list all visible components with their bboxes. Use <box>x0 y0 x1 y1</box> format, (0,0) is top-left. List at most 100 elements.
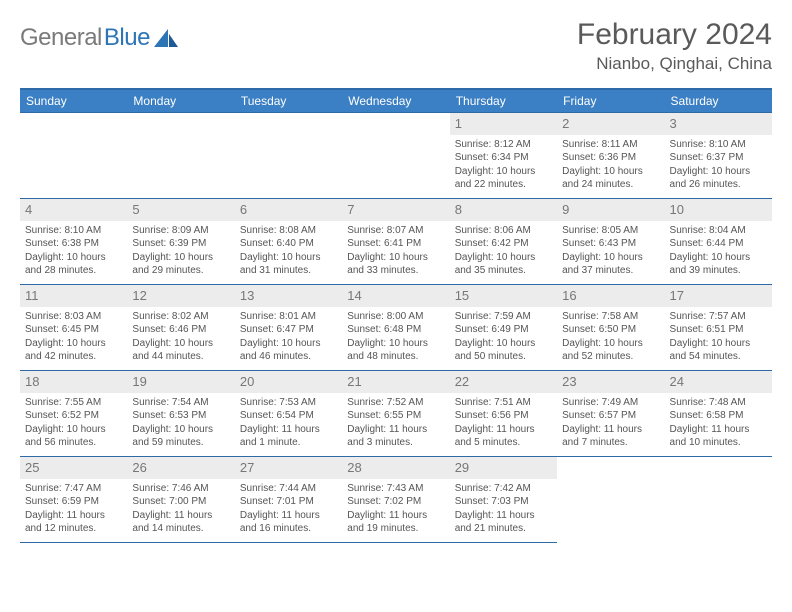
calendar-cell: 24Sunrise: 7:48 AMSunset: 6:58 PMDayligh… <box>665 371 772 457</box>
calendar-cell: 2Sunrise: 8:11 AMSunset: 6:36 PMDaylight… <box>557 113 664 199</box>
day-number: 24 <box>665 371 772 393</box>
calendar-table: SundayMondayTuesdayWednesdayThursdayFrid… <box>20 88 772 543</box>
sunset-line: Sunset: 7:01 PM <box>240 495 337 509</box>
calendar-cell <box>235 113 342 199</box>
calendar-cell: 21Sunrise: 7:52 AMSunset: 6:55 PMDayligh… <box>342 371 449 457</box>
sunset-line: Sunset: 6:46 PM <box>132 323 229 337</box>
calendar-cell: 19Sunrise: 7:54 AMSunset: 6:53 PMDayligh… <box>127 371 234 457</box>
day-number: 3 <box>665 113 772 135</box>
sunrise-line: Sunrise: 7:58 AM <box>562 310 659 324</box>
calendar-cell: 20Sunrise: 7:53 AMSunset: 6:54 PMDayligh… <box>235 371 342 457</box>
calendar-cell: 14Sunrise: 8:00 AMSunset: 6:48 PMDayligh… <box>342 285 449 371</box>
daylight-line: Daylight: 10 hours and 28 minutes. <box>25 251 122 278</box>
sunrise-line: Sunrise: 8:09 AM <box>132 224 229 238</box>
logo: GeneralBlue <box>20 24 178 52</box>
calendar-cell: 5Sunrise: 8:09 AMSunset: 6:39 PMDaylight… <box>127 199 234 285</box>
sunset-line: Sunset: 6:36 PM <box>562 151 659 165</box>
daylight-line: Daylight: 10 hours and 48 minutes. <box>347 337 444 364</box>
calendar-cell: 29Sunrise: 7:42 AMSunset: 7:03 PMDayligh… <box>450 457 557 543</box>
daylight-line: Daylight: 10 hours and 44 minutes. <box>132 337 229 364</box>
daylight-line: Daylight: 10 hours and 54 minutes. <box>670 337 767 364</box>
calendar-cell: 8Sunrise: 8:06 AMSunset: 6:42 PMDaylight… <box>450 199 557 285</box>
calendar-cell: 4Sunrise: 8:10 AMSunset: 6:38 PMDaylight… <box>20 199 127 285</box>
daylight-line: Daylight: 10 hours and 39 minutes. <box>670 251 767 278</box>
day-number: 12 <box>127 285 234 307</box>
day-number: 23 <box>557 371 664 393</box>
day-number: 1 <box>450 113 557 135</box>
calendar-cell <box>20 113 127 199</box>
sunrise-line: Sunrise: 8:05 AM <box>562 224 659 238</box>
sunset-line: Sunset: 6:44 PM <box>670 237 767 251</box>
sunset-line: Sunset: 6:51 PM <box>670 323 767 337</box>
weekday-header: Thursday <box>450 89 557 113</box>
location: Nianbo, Qinghai, China <box>577 54 772 74</box>
sunrise-line: Sunrise: 7:43 AM <box>347 482 444 496</box>
sunrise-line: Sunrise: 7:46 AM <box>132 482 229 496</box>
sunrise-line: Sunrise: 7:42 AM <box>455 482 552 496</box>
daylight-line: Daylight: 10 hours and 26 minutes. <box>670 165 767 192</box>
daylight-line: Daylight: 10 hours and 31 minutes. <box>240 251 337 278</box>
sunset-line: Sunset: 7:03 PM <box>455 495 552 509</box>
weekday-row: SundayMondayTuesdayWednesdayThursdayFrid… <box>20 89 772 113</box>
calendar-cell: 16Sunrise: 7:58 AMSunset: 6:50 PMDayligh… <box>557 285 664 371</box>
sunrise-line: Sunrise: 8:06 AM <box>455 224 552 238</box>
sunset-line: Sunset: 6:59 PM <box>25 495 122 509</box>
calendar-cell: 25Sunrise: 7:47 AMSunset: 6:59 PMDayligh… <box>20 457 127 543</box>
calendar-cell: 10Sunrise: 8:04 AMSunset: 6:44 PMDayligh… <box>665 199 772 285</box>
day-number: 19 <box>127 371 234 393</box>
sunset-line: Sunset: 6:53 PM <box>132 409 229 423</box>
daylight-line: Daylight: 10 hours and 52 minutes. <box>562 337 659 364</box>
calendar-cell: 11Sunrise: 8:03 AMSunset: 6:45 PMDayligh… <box>20 285 127 371</box>
sunrise-line: Sunrise: 7:57 AM <box>670 310 767 324</box>
daylight-line: Daylight: 10 hours and 59 minutes. <box>132 423 229 450</box>
day-number: 20 <box>235 371 342 393</box>
calendar-week: 18Sunrise: 7:55 AMSunset: 6:52 PMDayligh… <box>20 371 772 457</box>
daylight-line: Daylight: 11 hours and 1 minute. <box>240 423 337 450</box>
sunrise-line: Sunrise: 7:53 AM <box>240 396 337 410</box>
day-number: 11 <box>20 285 127 307</box>
sunset-line: Sunset: 6:34 PM <box>455 151 552 165</box>
sunset-line: Sunset: 6:45 PM <box>25 323 122 337</box>
day-number: 13 <box>235 285 342 307</box>
daylight-line: Daylight: 11 hours and 21 minutes. <box>455 509 552 536</box>
sunrise-line: Sunrise: 7:51 AM <box>455 396 552 410</box>
sunset-line: Sunset: 7:02 PM <box>347 495 444 509</box>
daylight-line: Daylight: 11 hours and 5 minutes. <box>455 423 552 450</box>
calendar-cell: 6Sunrise: 8:08 AMSunset: 6:40 PMDaylight… <box>235 199 342 285</box>
day-number: 21 <box>342 371 449 393</box>
calendar-cell <box>665 457 772 543</box>
sunset-line: Sunset: 6:42 PM <box>455 237 552 251</box>
weekday-header: Friday <box>557 89 664 113</box>
daylight-line: Daylight: 11 hours and 19 minutes. <box>347 509 444 536</box>
day-number: 15 <box>450 285 557 307</box>
logo-word1: General <box>20 24 102 52</box>
sunset-line: Sunset: 6:41 PM <box>347 237 444 251</box>
sunset-line: Sunset: 6:50 PM <box>562 323 659 337</box>
sunset-line: Sunset: 6:48 PM <box>347 323 444 337</box>
title-block: February 2024 Nianbo, Qinghai, China <box>577 18 772 74</box>
sunrise-line: Sunrise: 8:07 AM <box>347 224 444 238</box>
sunrise-line: Sunrise: 8:02 AM <box>132 310 229 324</box>
daylight-line: Daylight: 10 hours and 46 minutes. <box>240 337 337 364</box>
weekday-header: Monday <box>127 89 234 113</box>
day-number: 10 <box>665 199 772 221</box>
month-title: February 2024 <box>577 18 772 52</box>
sunset-line: Sunset: 6:47 PM <box>240 323 337 337</box>
daylight-line: Daylight: 10 hours and 29 minutes. <box>132 251 229 278</box>
weekday-header: Saturday <box>665 89 772 113</box>
sunrise-line: Sunrise: 8:03 AM <box>25 310 122 324</box>
sunset-line: Sunset: 6:43 PM <box>562 237 659 251</box>
daylight-line: Daylight: 11 hours and 7 minutes. <box>562 423 659 450</box>
day-number: 5 <box>127 199 234 221</box>
weekday-header: Wednesday <box>342 89 449 113</box>
calendar-cell: 18Sunrise: 7:55 AMSunset: 6:52 PMDayligh… <box>20 371 127 457</box>
calendar-week: 4Sunrise: 8:10 AMSunset: 6:38 PMDaylight… <box>20 199 772 285</box>
sunrise-line: Sunrise: 7:55 AM <box>25 396 122 410</box>
calendar-cell: 22Sunrise: 7:51 AMSunset: 6:56 PMDayligh… <box>450 371 557 457</box>
calendar-cell: 15Sunrise: 7:59 AMSunset: 6:49 PMDayligh… <box>450 285 557 371</box>
day-number: 18 <box>20 371 127 393</box>
sunrise-line: Sunrise: 8:08 AM <box>240 224 337 238</box>
header: GeneralBlue February 2024 Nianbo, Qingha… <box>20 18 772 74</box>
logo-word2: Blue <box>104 24 150 52</box>
sunset-line: Sunset: 6:55 PM <box>347 409 444 423</box>
